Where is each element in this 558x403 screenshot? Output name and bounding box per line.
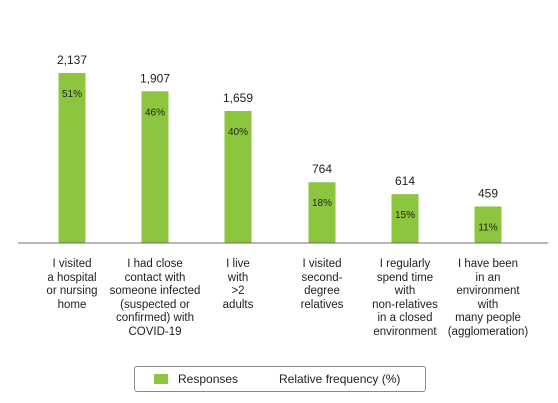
relative-frequency-label-3: 40%	[228, 127, 248, 138]
category-label-3: I live with >2 adults	[222, 258, 254, 311]
bar-2	[141, 91, 169, 243]
relative-frequency-label-2: 46%	[145, 107, 165, 118]
bar-4	[308, 182, 336, 243]
category-label-1: I visited a hospital or nursing home	[46, 258, 98, 311]
value-label-1: 2,137	[57, 53, 87, 67]
value-label-6: 459	[478, 186, 498, 200]
relative-frequency-label-4: 18%	[312, 198, 332, 209]
category-label-5: I regularly spend time with non-relatives in…	[372, 258, 438, 338]
legend-label-responses: Responses	[178, 372, 239, 386]
category-label-2: I had close contact with someone infected(…	[109, 258, 201, 338]
relative-frequency-label-1: 51%	[62, 89, 82, 100]
value-label-4: 764	[312, 162, 332, 176]
legend[interactable]: Responses Relative frequency (%)	[134, 366, 426, 392]
relative-frequency-label-6: 11%	[478, 222, 497, 233]
value-label-5: 614	[395, 174, 415, 188]
bar-6	[474, 206, 502, 243]
legend-label-relative-frequency: Relative frequency (%)	[279, 372, 401, 386]
bar-5	[391, 194, 419, 243]
bar-1	[58, 72, 86, 243]
value-label-3: 1,659	[223, 91, 253, 105]
value-label-2: 1,907	[140, 71, 170, 85]
category-label-6: I have been in an environment with many peop…	[447, 258, 529, 338]
category-label-4: I visited second-degree relatives	[300, 258, 344, 311]
relative-frequency-label-5: 15%	[395, 210, 415, 221]
bars-group: 2,137 51% 1,907 46% 1,659 40% 764 18% 614 15% 459 1…	[57, 53, 502, 243]
bar-3	[224, 111, 252, 243]
legend-swatch-responses	[154, 374, 168, 384]
